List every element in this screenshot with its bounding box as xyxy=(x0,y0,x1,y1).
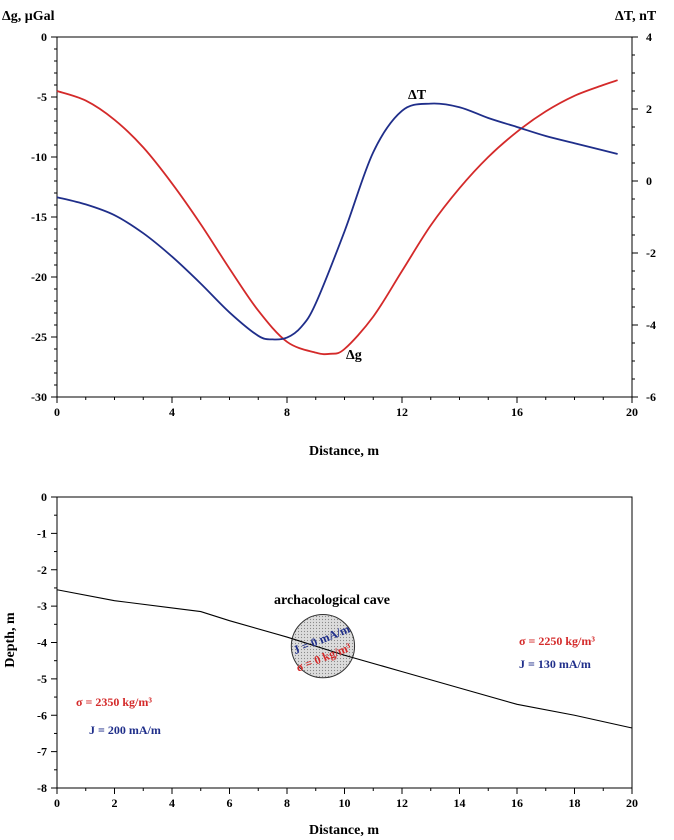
bottom-x-tick-label: 0 xyxy=(54,796,60,810)
top-right-axis-label: ΔT, nT xyxy=(615,9,657,24)
top-x-tick-label: 0 xyxy=(54,405,60,419)
deltaT-annotation: ΔT xyxy=(408,88,427,103)
bottom-x-tick-label: 14 xyxy=(454,796,466,810)
cave-title: archacological cave xyxy=(274,593,390,608)
left-J-label: J = 200 mA/m xyxy=(89,723,161,737)
deltag-annotation: Δg xyxy=(346,348,362,363)
bottom-chart: 0 2 4 6 8 10 12 14 16 18 20 0 -1 -2 -3 -4 -5 -6 -7 -8 Depth… xyxy=(3,490,638,838)
deltaT-line xyxy=(56,102,618,341)
top-plot-frame xyxy=(56,36,633,398)
top-x-tick-label: 4 xyxy=(169,405,175,419)
bottom-x-tick-label: 20 xyxy=(626,796,638,810)
bottom-y-tick-label: -5 xyxy=(37,672,47,686)
top-left-y-tick-label: -15 xyxy=(31,210,47,224)
top-right-y-tick-label: 4 xyxy=(646,30,652,44)
left-sigma-label: σ = 2350 kg/m³ xyxy=(76,695,152,709)
top-x-axis-label: Distance, m xyxy=(309,444,379,459)
bottom-y-tick-label: -4 xyxy=(37,636,47,650)
top-right-y-tick-label: -6 xyxy=(646,390,656,404)
deltag-line xyxy=(56,79,618,356)
boundary-line xyxy=(56,589,633,729)
bottom-y-tick-label: 0 xyxy=(41,490,47,504)
bottom-series xyxy=(56,589,633,729)
top-left-y-tick-label: -10 xyxy=(31,150,47,164)
top-x-tick-label: 12 xyxy=(396,405,408,419)
bottom-y-tick-label: -6 xyxy=(37,708,47,722)
bottom-y-tick-label: -7 xyxy=(37,745,47,759)
top-x-tick-label: 8 xyxy=(284,405,290,419)
bottom-y-tick-label: -1 xyxy=(37,526,47,540)
top-right-y-tick-label: -2 xyxy=(646,246,656,260)
top-x-tick-label: 20 xyxy=(626,405,638,419)
top-left-axis-label: Δg, μGal xyxy=(2,9,55,24)
top-right-y-tick-label: 0 xyxy=(646,174,652,188)
bottom-x-tick-label: 2 xyxy=(112,796,118,810)
bottom-x-axis-label: Distance, m xyxy=(309,823,379,838)
top-right-y-tick-label: -4 xyxy=(646,318,656,332)
bottom-x-tick-label: 16 xyxy=(511,796,523,810)
bottom-ticks: 0 2 4 6 8 10 12 14 16 18 20 0 -1 -2 -3 -4 -5 -6 -7 -8 xyxy=(37,490,638,810)
bottom-x-tick-label: 18 xyxy=(569,796,581,810)
top-left-y-tick-label: -5 xyxy=(37,90,47,104)
top-x-tick-label: 16 xyxy=(511,405,523,419)
bottom-x-tick-label: 10 xyxy=(339,796,351,810)
right-sigma-label: σ = 2250 kg/m³ xyxy=(519,634,595,648)
bottom-y-axis-label: Depth, m xyxy=(3,612,18,668)
bottom-x-tick-label: 12 xyxy=(396,796,408,810)
top-left-y-tick-label: -20 xyxy=(31,270,47,284)
cave-circle xyxy=(290,614,356,679)
bottom-x-tick-label: 6 xyxy=(227,796,233,810)
bottom-x-tick-label: 8 xyxy=(284,796,290,810)
top-series xyxy=(56,79,618,356)
bottom-y-tick-label: -2 xyxy=(37,563,47,577)
top-right-y-tick-label: 2 xyxy=(646,102,652,116)
top-left-y-tick-label: 0 xyxy=(41,30,47,44)
top-left-y-tick-label: -30 xyxy=(31,390,47,404)
bottom-y-tick-label: -8 xyxy=(37,781,47,795)
bottom-x-tick-label: 4 xyxy=(169,796,175,810)
bottom-y-tick-label: -3 xyxy=(37,599,47,613)
right-J-label: J = 130 mA/m xyxy=(519,657,591,671)
top-left-y-tick-label: -25 xyxy=(31,330,47,344)
